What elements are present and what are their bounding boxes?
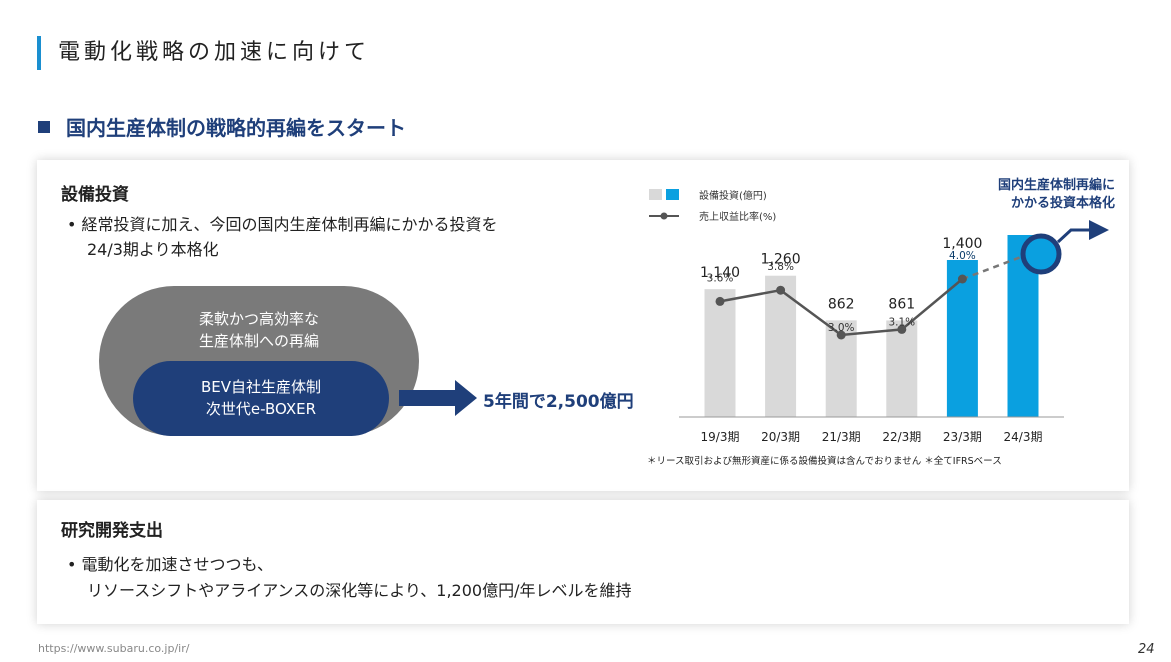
bar-value-label: 1,140 [700, 265, 740, 281]
inner-pill-line1: BEV自社生産体制 [200, 378, 322, 396]
annotation-line2: かかる投資本格化 [1011, 195, 1115, 211]
inner-pill-text: BEV自社生産体制 次世代e-BOXER [133, 376, 389, 420]
rnd-bullet-line2: リソースシフトやアライアンスの深化等により、1,200億円/年レベルを維持 [87, 581, 632, 600]
x-tick-label: 23/3期 [943, 430, 982, 444]
x-tick-label: 24/3期 [1004, 430, 1043, 444]
capex-card: 設備投資 • 経常投資に加え、今回の国内生産体制再編にかかる投資を 24/3期よ… [37, 160, 1129, 491]
outer-pill-line2: 生産体制への再編 [198, 332, 319, 350]
capex-chart: 設備投資(億円) 売上収益比率(%) 国内生産体制再編に かかる投資本格化 19… [647, 177, 1115, 467]
legend-bar-gray-swatch [649, 189, 662, 200]
bar-value-label: 861 [888, 296, 915, 312]
callout-arrow-icon [1089, 220, 1109, 240]
ratio-marker [836, 330, 846, 340]
legend-line-label: 売上収益比率(%) [699, 210, 776, 223]
arrow-label: 5年間で2,500億円 [483, 392, 634, 412]
ratio-value-label: 3.0% [828, 322, 855, 334]
ratio-marker [957, 274, 967, 284]
page-number: 24 [1138, 642, 1155, 657]
capex-bullet-line1: • 経常投資に加え、今回の国内生産体制再編にかかる投資を [67, 215, 498, 234]
bar-value-label: 862 [828, 296, 855, 312]
outer-pill-line1: 柔軟かつ高効率な [198, 310, 319, 328]
highlight-circle-icon [1020, 233, 1062, 275]
ratio-value-label: 3.6% [707, 272, 734, 284]
legend-line-marker [660, 212, 668, 220]
x-tick-label: 22/3期 [882, 430, 921, 444]
x-tick-label: 21/3期 [822, 430, 861, 444]
legend-bar-label: 設備投資(億円) [699, 189, 767, 202]
callout-connector [1056, 228, 1089, 244]
bar-value-label: 1,400 [942, 236, 982, 252]
rnd-title: 研究開発支出 [61, 521, 163, 541]
bar-23/3期 [946, 260, 978, 417]
ratio-value-label: 3.1% [888, 316, 915, 328]
inner-pill-line2: 次世代e-BOXER [205, 400, 317, 418]
ratio-marker [776, 285, 786, 295]
legend-bar-blue-swatch [666, 189, 679, 200]
bar-22/3期 [886, 320, 918, 417]
square-bullet-icon [38, 120, 50, 133]
inner-pill: BEV自社生産体制 次世代e-BOXER [133, 361, 389, 436]
annotation-line1: 国内生産体制再編に [998, 177, 1115, 193]
chart-footnote: ＊リース取引および無形資産に係る設備投資は含んでおりません ＊全てIFRSベース [647, 455, 1002, 467]
page-title: 電動化戦略の加速に向けて [58, 40, 371, 65]
rnd-card: 研究開発支出 • 電動化を加速させつつも、 リソースシフトやアライアンスの深化等… [37, 500, 1129, 624]
capex-title: 設備投資 [61, 185, 129, 205]
bar-19/3期 [704, 289, 736, 417]
ratio-value-label: 3.8% [767, 261, 794, 273]
ratio-marker [715, 296, 725, 306]
ratio-value-label: 4.0% [949, 250, 976, 262]
footer-url[interactable]: https://www.subaru.co.jp/ir/ [38, 642, 190, 655]
title-accent-bar [37, 36, 41, 70]
capex-bullet-line2: 24/3期より本格化 [87, 240, 219, 259]
rnd-bullet-line1: • 電動化を加速させつつも、 [67, 555, 274, 574]
outer-pill-text: 柔軟かつ高効率な 生産体制への再編 [99, 308, 419, 352]
section-heading: 国内生産体制の戦略的再編をスタート [38, 112, 406, 141]
right-arrow-icon [399, 380, 477, 416]
ratio-marker [897, 324, 907, 334]
bar-value-label: 1,260 [761, 252, 801, 268]
x-tick-label: 20/3期 [761, 430, 800, 444]
x-tick-label: 19/3期 [701, 430, 740, 444]
section-heading-text: 国内生産体制の戦略的再編をスタート [66, 116, 406, 140]
